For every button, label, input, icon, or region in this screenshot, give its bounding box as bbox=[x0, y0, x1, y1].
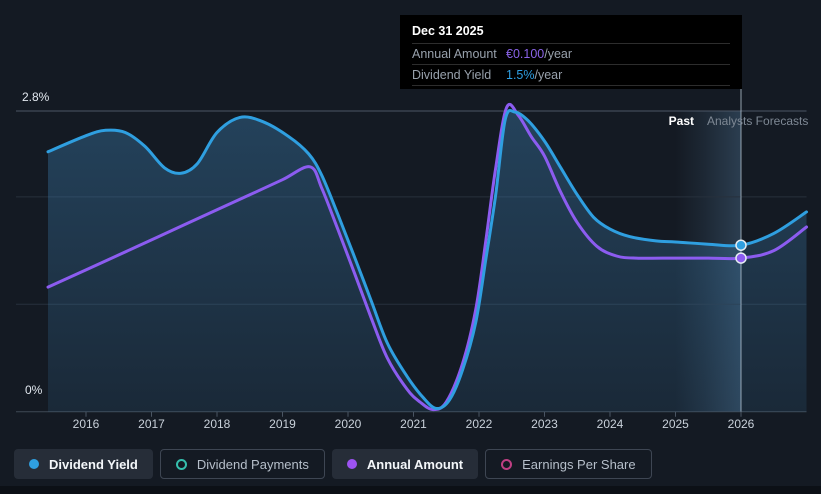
tooltip-date: Dec 31 2025 bbox=[412, 22, 730, 44]
legend-label: Annual Amount bbox=[366, 456, 464, 472]
dividend-yield-swatch-icon bbox=[29, 459, 39, 469]
chart-tooltip: Dec 31 2025 Annual Amount €0.100/year Di… bbox=[400, 15, 742, 89]
bottom-edge-strip bbox=[0, 486, 821, 494]
tooltip-row-annual-amount: Annual Amount €0.100/year bbox=[412, 44, 730, 65]
tooltip-label: Dividend Yield bbox=[412, 68, 492, 82]
annual-amount-swatch-icon bbox=[346, 459, 357, 469]
legend-label: Dividend Payments bbox=[196, 456, 309, 472]
earnings-per-share-swatch-icon bbox=[501, 458, 513, 470]
legend-toggle-earnings-per-share[interactable]: Earnings Per Share bbox=[485, 449, 652, 479]
dividend-payments-swatch-icon bbox=[175, 458, 187, 470]
selected-point-marker[interactable] bbox=[735, 252, 747, 264]
legend-toggle-dividend-payments[interactable]: Dividend Payments bbox=[159, 449, 325, 479]
y-axis-label-max: 2.8% bbox=[22, 90, 50, 104]
y-axis-label-zero: 0% bbox=[25, 383, 43, 397]
dividend-yield-line bbox=[46, 108, 808, 411]
past-region-label: Past bbox=[668, 114, 694, 128]
selected-point-marker[interactable] bbox=[735, 239, 747, 251]
tooltip-row-dividend-yield: Dividend Yield 1.5%/year bbox=[412, 65, 730, 86]
tooltip-value-suffix: /year bbox=[544, 47, 573, 61]
dividend-yield-area bbox=[48, 110, 807, 412]
tooltip-value-suffix: /year bbox=[534, 68, 563, 82]
legend-label: Dividend Yield bbox=[49, 456, 138, 472]
tooltip-value: €0.100 bbox=[506, 47, 545, 61]
chart-legend: Dividend Yield Dividend Payments Annual … bbox=[14, 449, 652, 479]
annual-amount-line bbox=[46, 102, 808, 412]
tooltip-value: 1.5% bbox=[506, 68, 535, 82]
legend-label: Earnings Per Share bbox=[522, 456, 636, 472]
analysts-forecasts-region-label: Analysts Forecasts bbox=[707, 114, 809, 128]
legend-toggle-dividend-yield[interactable]: Dividend Yield bbox=[14, 449, 153, 479]
tooltip-label: Annual Amount bbox=[412, 47, 497, 61]
legend-toggle-annual-amount[interactable]: Annual Amount bbox=[331, 449, 479, 479]
